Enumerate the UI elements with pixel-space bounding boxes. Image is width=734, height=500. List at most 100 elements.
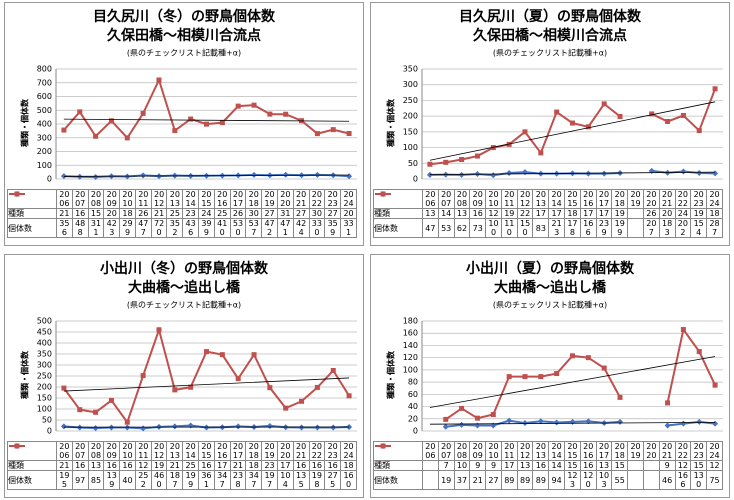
chart-note: (県のチェックリスト記載種+α) (493, 48, 607, 58)
x-tick-label: 2014 (548, 189, 566, 209)
x-tick-label: 2016 (579, 189, 597, 209)
data-label: 12 (706, 460, 723, 471)
marker (283, 111, 289, 117)
marker (140, 110, 146, 116)
marker (267, 385, 273, 391)
data-label: 13 (453, 208, 471, 219)
data-label: 9 (658, 460, 676, 471)
x-tick-label: 2022 (674, 441, 692, 461)
x-tick-label: 2023 (690, 441, 708, 461)
marker (172, 128, 178, 134)
data-label: 195 (56, 470, 73, 490)
data-label: 139 (103, 470, 121, 490)
chart-title: 目久尻川（冬）の野鳥個体数 (93, 8, 276, 25)
marker (617, 394, 623, 400)
data-label: 275 (324, 470, 342, 490)
table-row: 個体数 195 97 85 139 40 252 460 187 199 361 347 238 347 1… (7, 443, 357, 490)
marker (490, 412, 496, 417)
trend-line (429, 171, 716, 176)
data-label: 21 (56, 208, 73, 219)
data-label: 30 (308, 208, 326, 219)
legend-label: 種類 (8, 461, 25, 470)
data-label: 31 (276, 208, 294, 219)
data-label: 13 (595, 460, 613, 471)
marker (585, 124, 591, 130)
data-label: 154 (690, 218, 708, 238)
table-row: 種類 7 10 9 9 17 13 16 14 15 16 13 15 9 12 15 12 (373, 442, 723, 471)
data-label: 25 (182, 460, 200, 471)
x-tick-label: 2014 (182, 441, 200, 461)
marker (124, 419, 130, 425)
data-label: 347 (213, 470, 231, 490)
table-header-row: 2006 2007 2008 2009 2010 2011 2012 2013 2014 2015… (373, 441, 723, 461)
data-label: 26 (642, 208, 660, 219)
x-tick-label: 2020 (642, 441, 660, 461)
data-label (627, 218, 644, 238)
marker (235, 376, 241, 382)
x-tick-label: 2020 (276, 189, 294, 209)
data-label: 25 (213, 208, 231, 219)
x-tick-label: 2016 (213, 189, 231, 209)
data-label: 27 (292, 208, 310, 219)
legend-entry: 個体数 (373, 191, 423, 238)
trend-line (63, 174, 350, 177)
y-tick-label: 500 (37, 317, 52, 326)
x-tick-label: 2015 (198, 189, 215, 209)
data-label (642, 470, 660, 490)
marker (76, 173, 83, 180)
x-tick-label: 2008 (453, 189, 471, 209)
y-tick-label: 150 (37, 394, 52, 403)
data-label: 19 (500, 208, 518, 219)
x-tick-label: 2008 (453, 441, 471, 461)
marker (299, 398, 305, 404)
data-label: 110 (500, 218, 518, 238)
data-label (627, 460, 644, 471)
marker (108, 397, 114, 403)
chart-panel: 小出川（冬）の野鳥個体数 大曲橋～追出し橋 (県のチェックリスト記載種+α) 種類・個… (4, 254, 364, 498)
data-label: 23 (261, 460, 278, 471)
data-label: 213 (548, 218, 566, 238)
data-label: 73 (469, 218, 487, 238)
data-label: 238 (229, 470, 247, 490)
table-row: 個体数 19 37 21 27 89 89 89 94 123 120 103 55 46 166 130 75 (373, 443, 723, 490)
marker (458, 171, 465, 178)
data-label: 16 (308, 460, 326, 471)
marker (77, 109, 83, 115)
data-label: 17 (548, 208, 566, 219)
data-label: 331 (340, 218, 357, 238)
marker (60, 423, 67, 430)
marker (696, 170, 703, 177)
data-label (422, 470, 439, 490)
chart-title: 目久尻川（夏）の野鳥個体数 (459, 8, 642, 25)
series-line (445, 327, 716, 421)
x-tick-label: 2017 (229, 441, 247, 461)
data-label: 27 (261, 208, 278, 219)
marker (346, 173, 353, 180)
data-label: 178 (564, 218, 581, 238)
legend-entry: 個体数 (7, 191, 57, 238)
series-line (63, 77, 350, 140)
chart-title: 小出川（冬）の野鳥個体数 (100, 260, 269, 277)
y-tick-label: 150 (403, 127, 418, 136)
data-label: 347 (245, 470, 263, 490)
x-tick-label: 2015 (564, 441, 581, 461)
data-label: 47 (422, 218, 439, 238)
data-label: 423 (103, 218, 121, 238)
data-label: 15 (87, 208, 105, 219)
x-tick-label: 2011 (134, 441, 152, 461)
marker (521, 420, 528, 427)
marker (712, 420, 719, 427)
x-tick-label: 2006 (422, 189, 439, 209)
y-tick-label: 200 (37, 147, 52, 156)
legend-label: 個体数 (8, 223, 33, 233)
legend-entry: 種類 (373, 190, 423, 219)
table-header-row: 2006 2007 2008 2009 2010 2011 2012 2013 2014 2015… (7, 189, 357, 209)
marker (124, 135, 130, 141)
marker (617, 113, 623, 119)
x-tick-label: 2019 (261, 441, 278, 461)
marker (665, 400, 671, 406)
data-label: 16 (292, 460, 310, 471)
data-label: 12 (134, 460, 152, 471)
